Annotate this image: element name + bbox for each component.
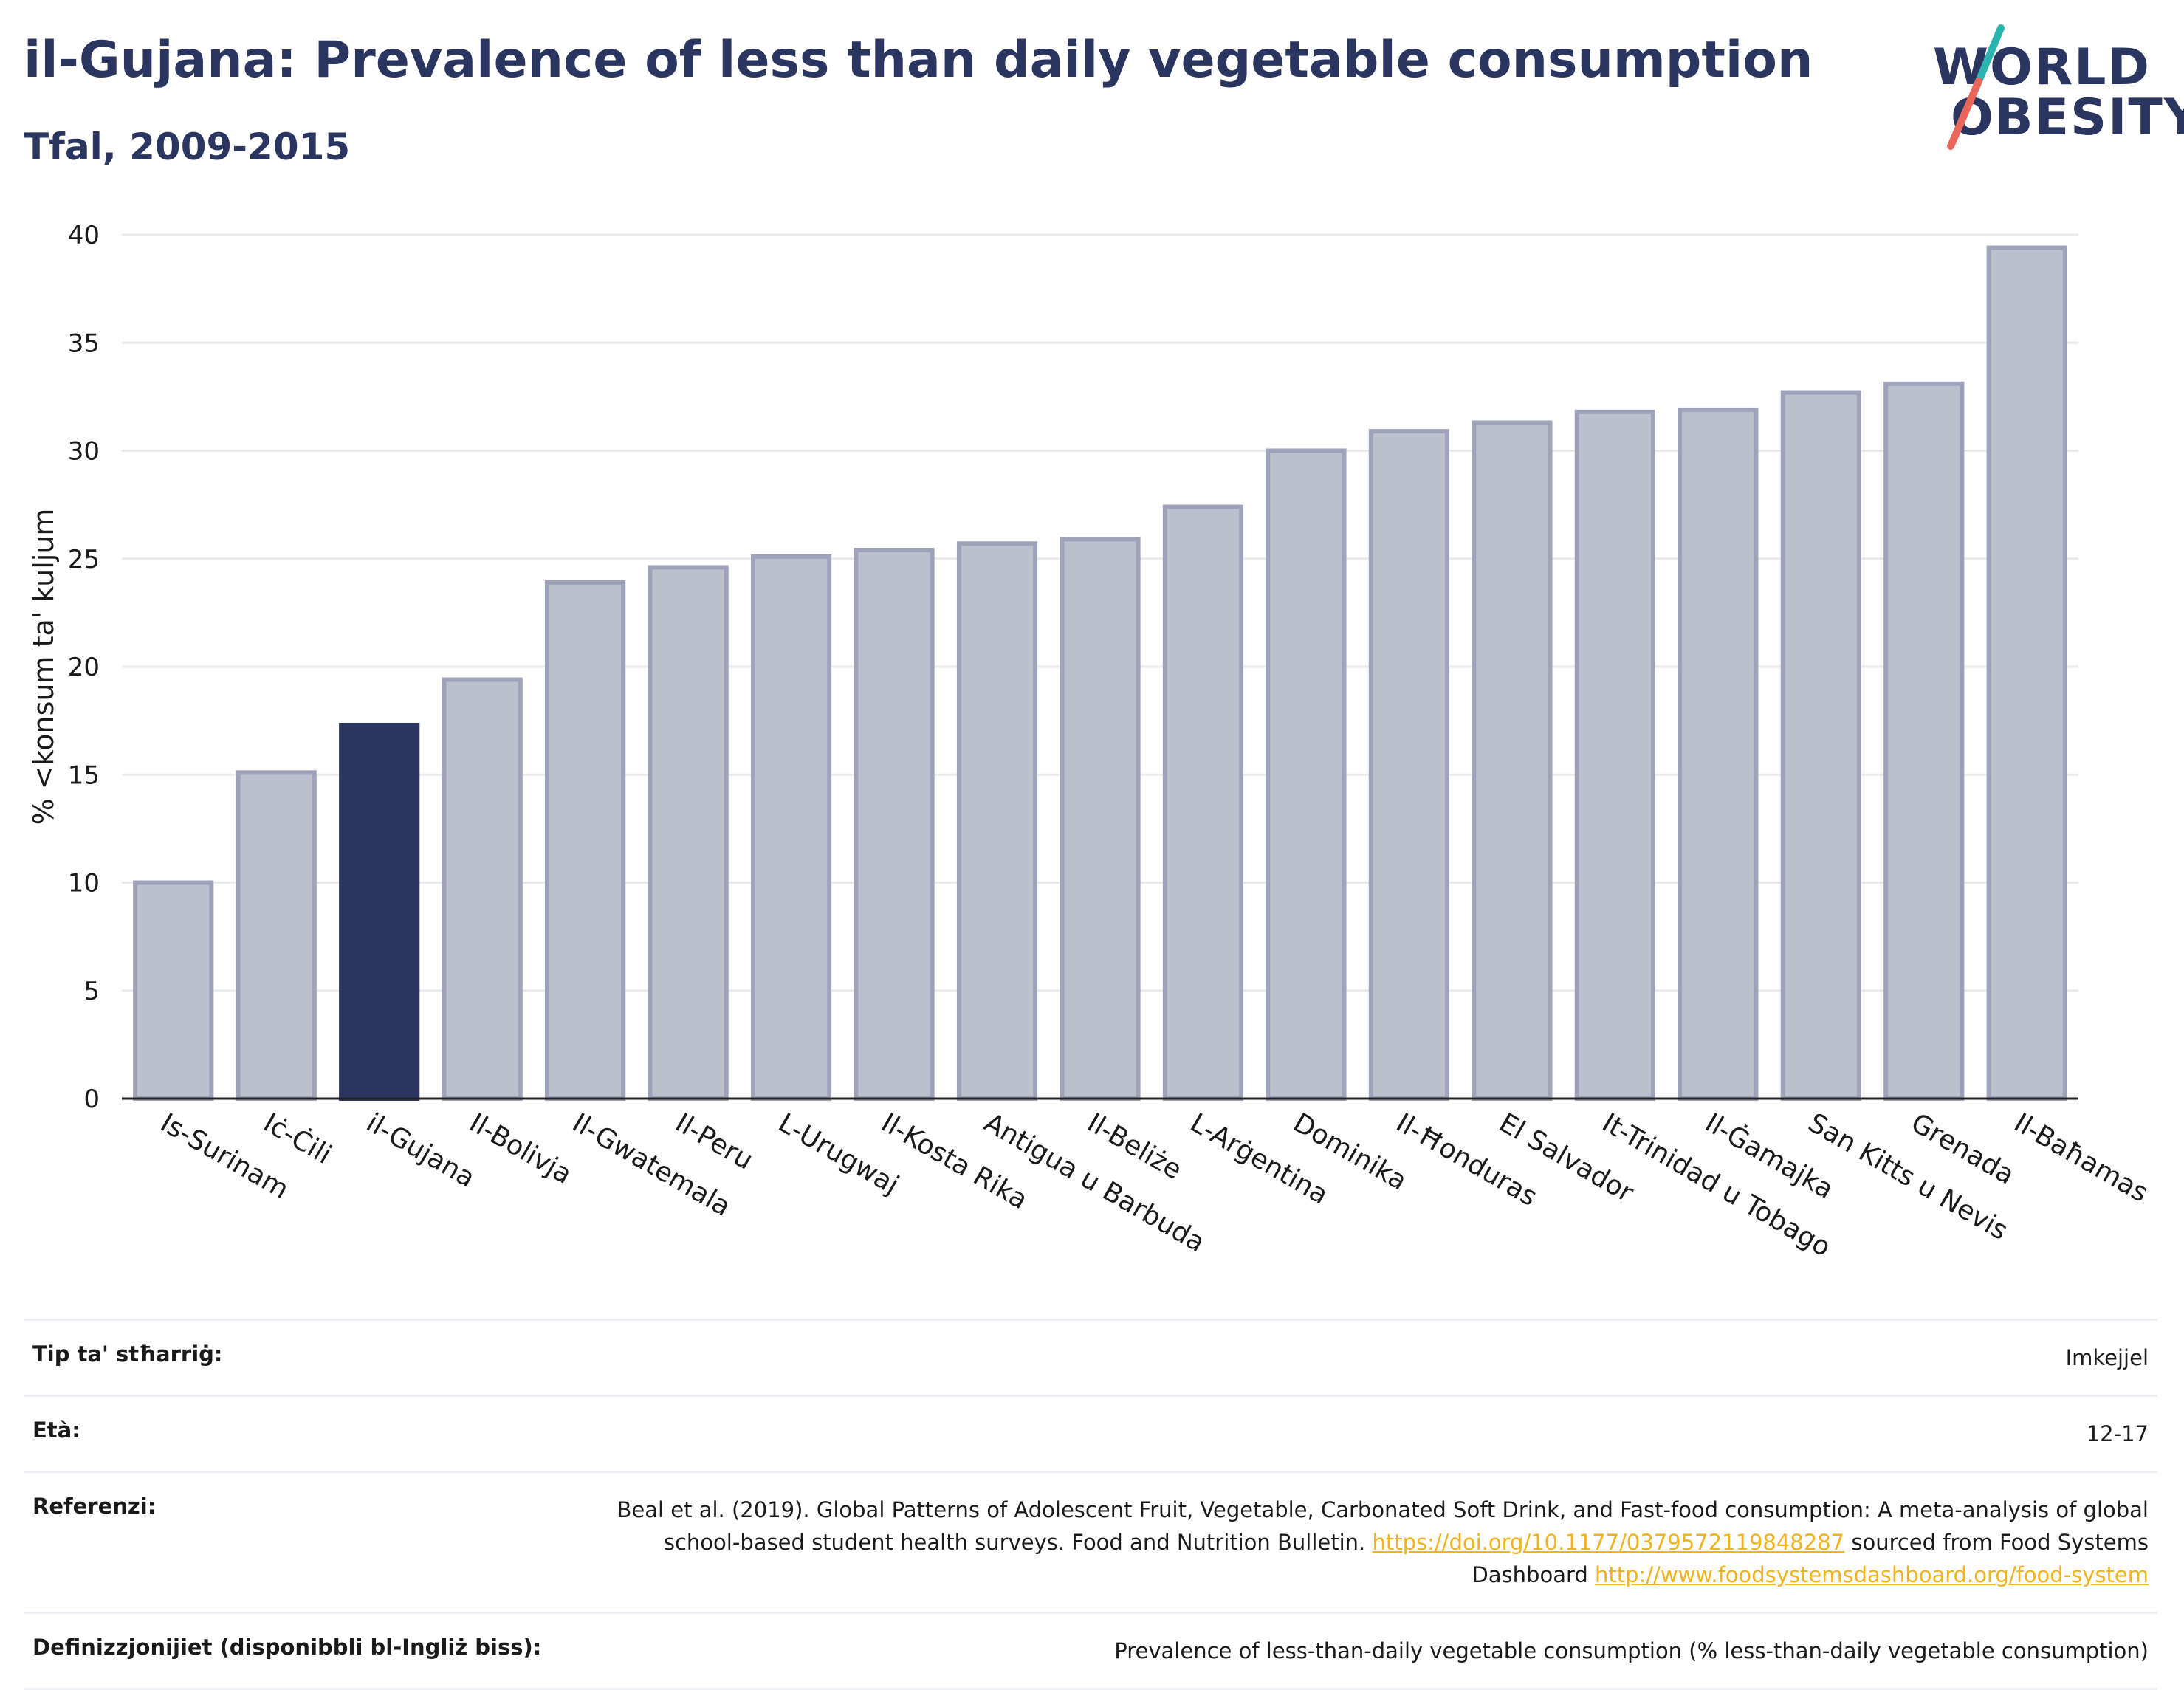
- bar: [1266, 448, 1347, 1101]
- meta-row-age: Età: 12-17: [24, 1395, 2157, 1471]
- x-tick-label: il-Gujana: [361, 1107, 480, 1193]
- meta-value: Imkejjel: [2065, 1345, 2149, 1370]
- y-tick-label: 5: [83, 977, 100, 1006]
- meta-row-survey-type: Tip ta' stħarriġ: Imkejjel: [24, 1319, 2157, 1395]
- meta-label: Referenzi:: [32, 1494, 157, 1519]
- bar: [1780, 390, 1861, 1101]
- metadata-table: Tip ta' stħarriġ: Imkejjel Età: 12-17 Re…: [24, 1319, 2157, 1690]
- meta-value: 12-17: [2086, 1421, 2149, 1446]
- y-axis-label: % <konsum ta' kuljum: [27, 509, 60, 825]
- bar: [442, 677, 523, 1101]
- y-tick-label: 20: [68, 653, 100, 682]
- logo-slash-icon: [1947, 24, 2005, 150]
- y-tick-label: 25: [68, 545, 100, 574]
- dashboard-link[interactable]: http://www.foodsystemsdashboard.org/food…: [1595, 1562, 2149, 1587]
- bars: [133, 245, 2067, 1101]
- meta-row-references: Referenzi: Beal et al. (2019). Global Pa…: [24, 1471, 2157, 1612]
- bar: [133, 880, 214, 1101]
- bar: [545, 580, 626, 1101]
- x-tick-label: Iċ-Ċili: [258, 1107, 337, 1170]
- doi-link[interactable]: https://doi.org/10.1177/0379572119848287: [1372, 1530, 1845, 1555]
- bar: [1368, 429, 1450, 1101]
- bar: [1060, 537, 1141, 1101]
- bar: [236, 770, 317, 1101]
- page-title: il-Gujana: Prevalence of less than daily…: [24, 31, 1813, 89]
- meta-label: Definizzjonijiet (disponibbli bl-Ingliż …: [32, 1635, 542, 1660]
- bar: [648, 565, 729, 1101]
- y-tick-label: 10: [68, 869, 100, 899]
- x-tick-label: Il-Bolivja: [464, 1107, 577, 1190]
- meta-value: Prevalence of less-than-daily vegetable …: [1114, 1638, 2149, 1663]
- bar: [1678, 407, 1759, 1101]
- y-tick-label: 15: [68, 760, 100, 790]
- logo-line-1: WORLD: [1933, 38, 2151, 97]
- bar: [854, 548, 935, 1101]
- bar: [750, 554, 832, 1101]
- y-tick-label: 30: [68, 437, 100, 467]
- bar: [339, 722, 420, 1101]
- meta-label: Tip ta' stħarriġ:: [32, 1342, 223, 1367]
- bar: [956, 541, 1038, 1101]
- bar: [1883, 381, 1965, 1101]
- bar: [1986, 245, 2067, 1101]
- world-obesity-logo: WORLD OBESITY: [1927, 22, 2184, 155]
- y-tick-label: 35: [68, 329, 100, 358]
- meta-row-definitions: Definizzjonijiet (disponibbli bl-Ingliż …: [24, 1612, 2157, 1690]
- reference-text: Beal et al. (2019). Global Patterns of A…: [617, 1497, 2149, 1555]
- page-subtitle: Tfal, 2009-2015: [24, 126, 351, 168]
- y-tick-label: 0: [83, 1085, 100, 1114]
- y-tick-label: 40: [68, 221, 100, 250]
- logo-line-2: OBESITY: [1951, 89, 2184, 147]
- bar: [1162, 504, 1244, 1101]
- meta-label: Età:: [32, 1418, 80, 1443]
- reference-text-middle: sourced from Food Systems Dashboard: [1472, 1530, 2149, 1587]
- meta-value: Beal et al. (2019). Global Patterns of A…: [598, 1494, 2149, 1591]
- y-axis-ticks: 0 5 10 15 20 25 30 35 40: [68, 221, 100, 1114]
- bar: [1472, 420, 1553, 1101]
- x-tick-label: Il-Baħamas: [2009, 1107, 2153, 1209]
- bar: [1574, 409, 1655, 1101]
